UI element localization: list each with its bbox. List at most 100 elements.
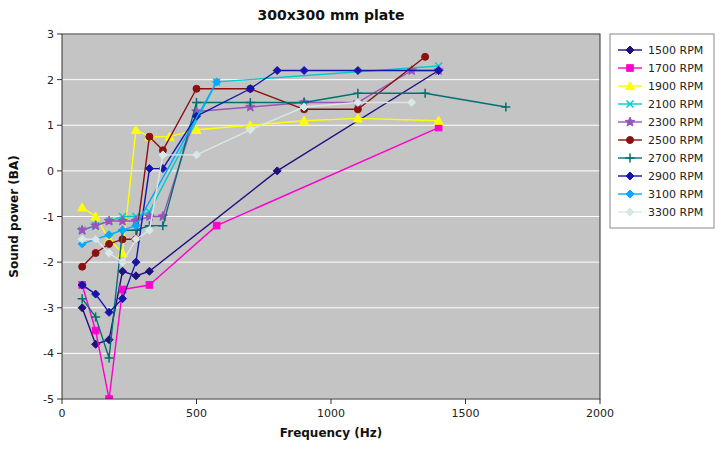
legend-label: 2900 RPM xyxy=(648,170,703,183)
grid-line xyxy=(62,307,600,308)
point xyxy=(193,85,200,92)
legend-label: 2500 RPM xyxy=(648,134,703,147)
point xyxy=(92,235,100,243)
grid-line xyxy=(62,170,600,171)
x-axis-label: Frequency (Hz) xyxy=(280,426,382,440)
x-tick-label: 2000 xyxy=(586,407,614,420)
point xyxy=(77,225,87,234)
legend-item: 1900 RPM xyxy=(618,80,703,93)
series xyxy=(78,67,442,317)
point xyxy=(119,226,127,234)
point xyxy=(91,212,100,220)
point xyxy=(353,114,362,122)
y-tick-label: -2 xyxy=(43,256,54,269)
point xyxy=(159,151,167,159)
point xyxy=(273,67,281,75)
grid-line xyxy=(62,125,600,126)
y-tick xyxy=(57,34,62,35)
series-line xyxy=(82,93,506,358)
point xyxy=(213,222,220,229)
legend-marker xyxy=(626,154,635,163)
point xyxy=(145,165,153,173)
series-line xyxy=(82,128,438,399)
legend-label: 2300 RPM xyxy=(648,116,703,129)
legend-marker xyxy=(626,208,634,216)
legend-marker xyxy=(626,82,635,90)
legend-label: 3100 RPM xyxy=(648,188,703,201)
x-tick xyxy=(600,399,601,404)
legend: 1500 RPM 1700 RPM 1900 RPM 2100 RPM 2300 RPM… xyxy=(610,34,714,228)
point xyxy=(132,235,140,243)
point xyxy=(158,221,167,230)
series-line xyxy=(82,57,425,267)
point xyxy=(273,167,281,175)
chart: 0500100015002000-5-4-3-2-10123300x300 mm… xyxy=(0,0,726,451)
plot-background xyxy=(62,34,600,399)
legend-marker xyxy=(626,46,634,54)
series xyxy=(78,114,443,257)
y-tick xyxy=(57,79,62,80)
x-tick-label: 500 xyxy=(186,407,207,420)
point xyxy=(119,258,127,266)
legend-item: 2100 RPM xyxy=(618,98,703,111)
point xyxy=(408,98,416,106)
point xyxy=(193,151,201,159)
legend-item: 3300 RPM xyxy=(618,206,703,219)
legend-item: 2700 RPM xyxy=(618,152,703,165)
point xyxy=(145,267,153,275)
point xyxy=(132,272,140,280)
grid xyxy=(62,34,600,399)
axes: 0500100015002000-5-4-3-2-10123 xyxy=(43,28,614,420)
y-axis-label: Sound power (BA) xyxy=(7,155,21,277)
x-tick xyxy=(196,399,197,404)
title: 300x300 mm plate xyxy=(258,7,405,23)
point xyxy=(118,226,127,235)
point xyxy=(105,231,113,239)
series xyxy=(78,67,442,349)
legend-label: 1500 RPM xyxy=(648,44,703,57)
series xyxy=(78,98,416,266)
series xyxy=(78,78,221,248)
y-tick xyxy=(57,307,62,308)
series xyxy=(79,62,442,233)
point xyxy=(78,281,86,289)
y-tick-label: 0 xyxy=(47,165,54,178)
point xyxy=(78,235,86,243)
legend-label: 2100 RPM xyxy=(648,98,703,111)
legend-frame xyxy=(610,34,714,228)
point xyxy=(118,216,128,225)
series-line xyxy=(82,118,438,253)
series-line xyxy=(82,66,438,230)
point xyxy=(104,216,114,225)
legend-label: 1700 RPM xyxy=(648,62,703,75)
point xyxy=(353,89,362,98)
point xyxy=(435,67,443,75)
point xyxy=(92,327,99,334)
point xyxy=(106,240,113,247)
point xyxy=(213,78,221,86)
point xyxy=(300,67,308,75)
series xyxy=(78,89,511,363)
series-line xyxy=(82,102,412,262)
point xyxy=(132,222,140,230)
point xyxy=(132,258,140,266)
point xyxy=(422,53,429,60)
point xyxy=(91,312,100,321)
series-line xyxy=(82,71,438,231)
grid-line xyxy=(62,262,600,263)
point xyxy=(354,98,362,106)
point xyxy=(146,282,153,289)
legend-marker xyxy=(627,137,634,144)
point xyxy=(105,249,113,257)
y-tick xyxy=(57,353,62,354)
point xyxy=(434,66,444,75)
series xyxy=(79,124,442,399)
grid-line xyxy=(62,79,600,80)
point xyxy=(213,78,220,85)
x-tick xyxy=(465,399,466,404)
y-tick-label: -1 xyxy=(43,211,54,224)
point xyxy=(145,132,154,140)
point xyxy=(78,304,86,312)
point xyxy=(78,203,87,211)
point xyxy=(91,221,101,230)
